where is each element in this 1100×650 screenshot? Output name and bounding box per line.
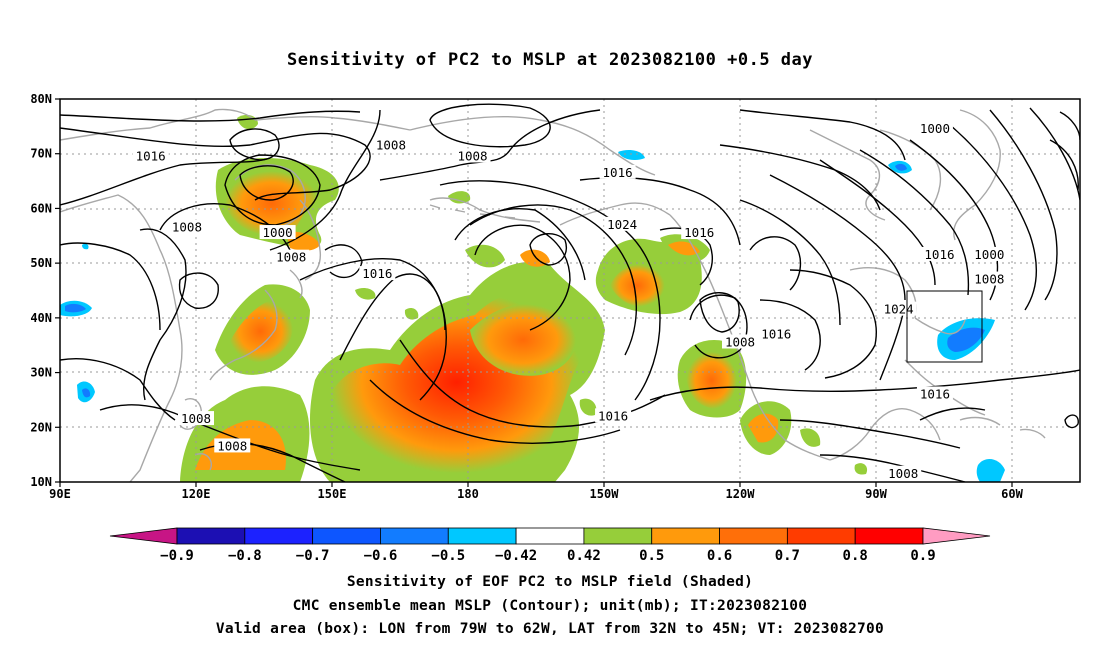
lat-tick-label: 70N [30, 147, 52, 161]
colorbar-label: −0.8 [228, 548, 262, 564]
contour-label-bg [971, 246, 1008, 261]
lat-tick-label: 20N [30, 420, 52, 434]
contour-label: 1008 [974, 272, 1004, 287]
colorbar-under-triangle [109, 527, 178, 545]
contour-label-bg [273, 249, 310, 264]
colorbar-segment [854, 527, 924, 545]
colorbar-segment [719, 527, 788, 545]
lat-tick-label: 80N [30, 92, 52, 106]
contour-label-bg [454, 148, 491, 163]
contour-label: 1008 [181, 411, 211, 426]
caption-line-3: Valid area (box): LON from 79W to 62W, L… [215, 621, 885, 637]
contour-label-bg [758, 326, 795, 341]
contour-label: 1008 [725, 334, 755, 349]
colorbar-label: −0.7 [296, 548, 330, 564]
colorbar-label: −0.42 [495, 548, 537, 564]
colorbar-label: 0.8 [843, 548, 868, 564]
mslp-contours [60, 103, 1080, 482]
contour-label-bg [214, 438, 251, 453]
colorbar-label: 0.7 [775, 548, 800, 564]
lon-tick-label: 120W [726, 487, 756, 501]
colorbar-segment [380, 527, 449, 545]
contour-label: 1016 [136, 148, 166, 163]
contour-label: 1000 [263, 225, 293, 240]
colorbar-label: −0.5 [431, 548, 465, 564]
contour-label: 1000 [920, 121, 950, 136]
contour-label: 1008 [172, 220, 202, 235]
contour-label: 1000 [974, 247, 1004, 262]
contour-label: 1008 [217, 438, 247, 453]
colorbar: −0.9 −0.8 −0.7 −0.6 −0.5 −0.42 0.42 0.5 0.6 0.7 0.… [109, 527, 991, 564]
contour-label-bg [885, 465, 922, 480]
lon-tick-label: 90W [865, 487, 887, 501]
lon-tick-label: 150W [590, 487, 620, 501]
map-frame [59, 98, 1081, 483]
contour-label: 1016 [603, 165, 633, 180]
contour-label-bg [595, 408, 632, 423]
colorbar-segment [515, 527, 585, 545]
contour-label: 1016 [362, 266, 392, 281]
contour-label-bg [372, 137, 409, 152]
contour-label: 1008 [888, 466, 918, 481]
lat-tick-label: 40N [30, 311, 52, 325]
contour-label-bg [916, 386, 953, 401]
contour-label: 1024 [884, 302, 914, 317]
colorbar-label: 0.6 [707, 548, 732, 564]
contour-label-bg [971, 271, 1008, 286]
colorbar-label: 0.42 [567, 548, 601, 564]
lat-axis: 80N 70N 60N 50N 40N 30N 20N 10N [30, 92, 60, 489]
lat-tick-label: 50N [30, 256, 52, 270]
valid-area-box [906, 290, 983, 363]
contour-label-bg [132, 148, 169, 163]
colorbar-over-triangle [922, 527, 991, 545]
lon-axis: 90E 120E 150E 180 150W 120W 90W 60W [49, 482, 1024, 501]
contour-label: 1008 [376, 138, 406, 153]
colorbar-segment [786, 527, 856, 545]
contour-label-bg [604, 216, 641, 231]
contour-label: 1016 [761, 326, 791, 341]
lon-tick-label: 90E [49, 487, 71, 501]
colorbar-segment [447, 527, 517, 545]
contour-label-bg [921, 246, 958, 261]
colorbar-segment [244, 527, 314, 545]
lat-tick-label: 10N [30, 475, 52, 489]
lon-tick-label: 120E [182, 487, 211, 501]
contour-label-bg [259, 225, 296, 240]
colorbar-segment [176, 527, 246, 545]
contour-label-bg [880, 301, 917, 316]
colorbar-label: −0.9 [160, 548, 194, 564]
contour-label-bg [916, 121, 953, 136]
caption-line-1: Sensitivity of EOF PC2 to MSLP field (Sh… [346, 574, 754, 590]
lon-tick-label: 150E [318, 487, 347, 501]
contour-labels: 1016 1008 1008 1016 1000 1008 1000 1008 1024 1016… [132, 121, 1008, 481]
colorbar-label: 0.9 [910, 548, 935, 564]
colorbar-segment [583, 527, 653, 545]
lon-tick-label: 180 [457, 487, 479, 501]
lat-tick-label: 60N [30, 201, 52, 215]
lon-tick-label: 60W [1001, 487, 1023, 501]
lat-tick-label: 30N [30, 366, 52, 380]
contour-label-bg [178, 411, 214, 426]
contour-label: 1024 [607, 217, 637, 232]
contour-label: 1008 [276, 250, 306, 265]
map-title: Sensitivity of PC2 to MSLP at 2023082100… [286, 50, 813, 70]
colorbar-label: −0.6 [364, 548, 398, 564]
contour-label: 1016 [598, 408, 628, 423]
caption-line-2: CMC ensemble mean MSLP (Contour); unit(m… [292, 598, 808, 614]
colorbar-label: 0.5 [639, 548, 664, 564]
contour-label-bg [722, 334, 758, 349]
contour-label-bg [359, 266, 396, 281]
colorbar-segment [651, 527, 720, 545]
contour-label-bg [168, 219, 205, 234]
contour-label: 1008 [457, 148, 487, 163]
contour-label-bg [599, 164, 636, 179]
contour-label-bg [681, 225, 718, 240]
contour-label: 1016 [924, 247, 954, 262]
colorbar-segment [312, 527, 381, 545]
contour-label: 1016 [684, 225, 714, 240]
contour-label: 1016 [920, 386, 950, 401]
